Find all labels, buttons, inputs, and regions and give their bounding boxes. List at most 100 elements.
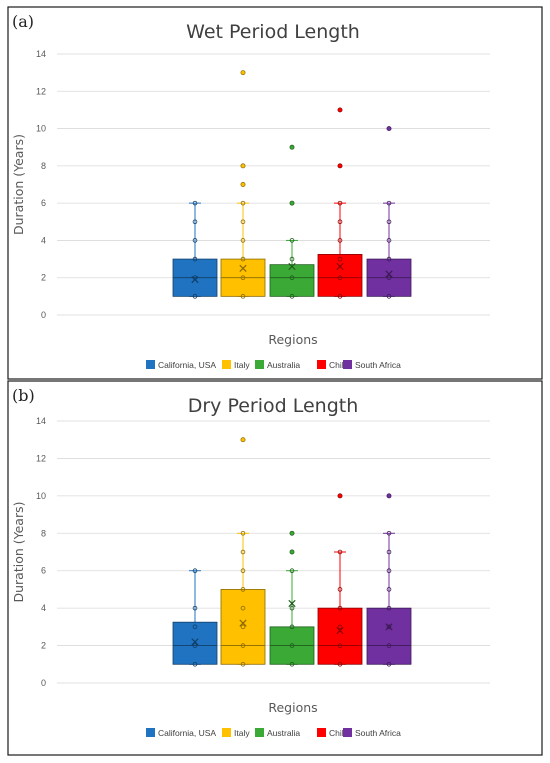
mean-marker [288, 262, 296, 271]
legend-label: Chile [329, 728, 349, 738]
data-point [192, 256, 198, 262]
legend-swatch [222, 360, 231, 369]
legend-item: Chile [317, 360, 349, 370]
mean-marker [239, 264, 247, 273]
mean-marker-stroke [385, 623, 393, 631]
panel-border [7, 6, 543, 380]
mean-marker-stroke [288, 599, 296, 608]
mean-marker-stroke [239, 264, 247, 273]
x-axis-label: Regions [268, 700, 317, 715]
y-tick-label: 6 [41, 566, 46, 576]
legend-swatch [343, 360, 352, 369]
data-point [289, 256, 295, 262]
data-point [289, 624, 295, 630]
outlier-point [289, 200, 295, 206]
box-iqr [269, 264, 315, 297]
data-point [289, 275, 295, 281]
data-point [386, 294, 392, 299]
legend-label: California, USA [158, 728, 216, 738]
legend-item: California, USA [146, 728, 216, 738]
mean-marker [385, 270, 393, 278]
box-iqr [317, 254, 363, 297]
data-point [386, 624, 392, 630]
mean-marker [191, 275, 199, 284]
y-tick-label: 4 [41, 603, 46, 613]
y-tick-label: 8 [41, 161, 46, 171]
mean-marker-stroke [336, 626, 344, 635]
box-australia [269, 530, 315, 667]
legend-swatch [222, 728, 231, 737]
box-iqr [172, 621, 218, 665]
data-point [386, 661, 392, 667]
box-south-africa [366, 493, 412, 667]
x-axis-label: Regions [268, 332, 317, 347]
data-point [337, 587, 343, 592]
data-point [192, 238, 198, 243]
data-point [337, 661, 343, 667]
data-point [337, 605, 343, 611]
panel-border [7, 380, 543, 756]
data-point [386, 219, 392, 225]
data-point [337, 238, 343, 243]
data-point [192, 643, 198, 648]
y-tick-label: 0 [41, 678, 46, 688]
outlier-point [240, 70, 246, 76]
data-point [386, 605, 392, 611]
y-tick-label: 14 [36, 416, 46, 426]
mean-marker [191, 638, 199, 646]
data-point [337, 275, 343, 281]
box-iqr [366, 607, 412, 665]
box-australia [269, 144, 315, 299]
chart-title: Dry Period Length [188, 395, 359, 417]
legend-label: Italy [234, 360, 250, 370]
data-point [289, 643, 295, 648]
data-point [240, 605, 246, 611]
legend-item: Chile [317, 728, 349, 738]
y-tick-label: 14 [36, 49, 46, 59]
data-point [240, 530, 246, 536]
mean-marker-stroke [336, 262, 344, 271]
data-point [240, 661, 246, 667]
outlier-point [386, 126, 392, 132]
data-point [289, 568, 295, 574]
data-point [386, 238, 392, 243]
panel-label: (b) [12, 386, 35, 405]
box-chile [317, 493, 363, 667]
data-point [240, 587, 246, 592]
data-point [192, 605, 198, 611]
legend-item: South Africa [343, 360, 401, 370]
data-point [337, 549, 343, 555]
data-point [337, 643, 343, 648]
y-tick-label: 12 [36, 453, 46, 463]
data-point [192, 624, 198, 630]
box-iqr [220, 589, 266, 665]
legend-label: Australia [267, 360, 300, 370]
y-tick-label: 6 [41, 198, 46, 208]
data-point [337, 219, 343, 225]
y-tick-label: 2 [41, 641, 46, 651]
data-point [386, 200, 392, 206]
data-point [289, 661, 295, 667]
data-point [240, 275, 246, 281]
box-california-usa [172, 200, 218, 299]
mean-marker [385, 623, 393, 631]
box-chile [317, 107, 363, 299]
legend-item: Australia [255, 728, 300, 738]
outlier-point [240, 437, 246, 443]
data-point [289, 605, 295, 611]
legend-label: South Africa [355, 728, 401, 738]
data-point [240, 256, 246, 262]
data-point [240, 643, 246, 648]
data-point [240, 568, 246, 574]
outlier-point [289, 144, 295, 150]
box-italy [220, 437, 266, 667]
outlier-point [337, 163, 343, 169]
data-point [386, 643, 392, 648]
data-point [240, 200, 246, 206]
outlier-point [289, 549, 295, 555]
legend-swatch [317, 360, 326, 369]
legend-item: Italy [222, 728, 250, 738]
outlier-point [386, 493, 392, 499]
mean-marker [288, 599, 296, 608]
